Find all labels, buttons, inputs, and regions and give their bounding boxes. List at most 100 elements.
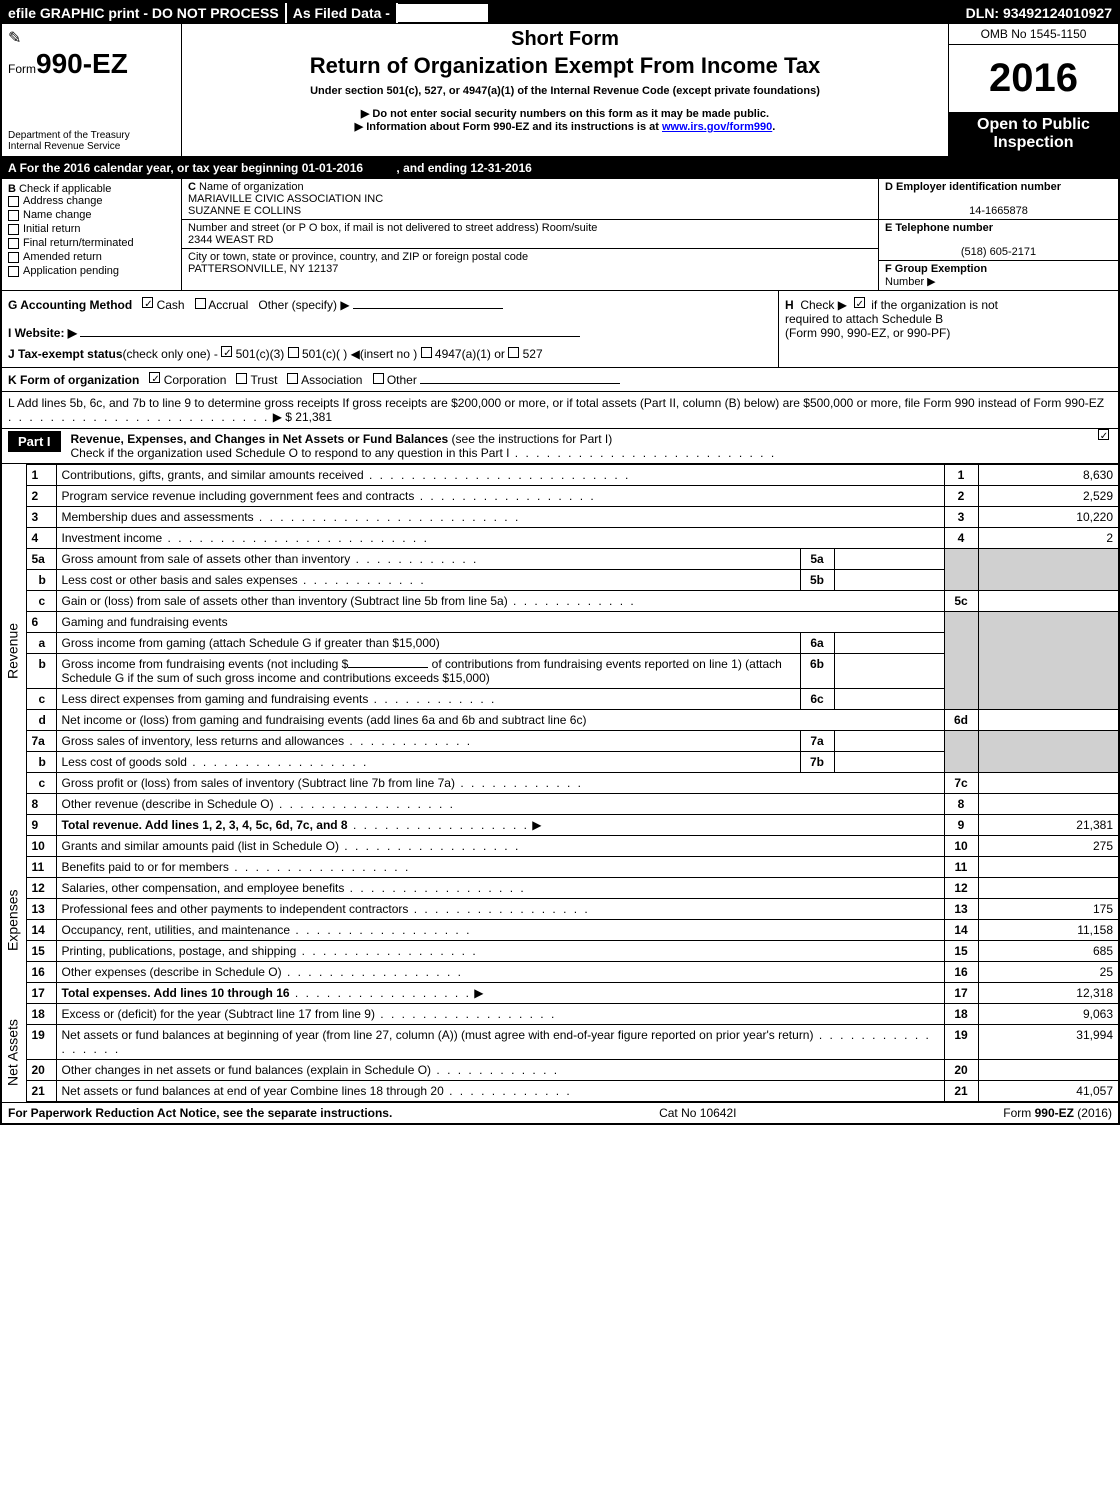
line-6d-value [978,710,1118,731]
part-1-lines-table: Revenue 1 Contributions, gifts, grants, … [2,464,1118,1102]
org-name-cell: C Name of organization MARIAVILLE CIVIC … [182,179,878,220]
org-name-1: MARIAVILLE CIVIC ASSOCIATION INC [188,193,383,205]
website-label: I Website: ▶ [8,326,77,340]
footer-right: Form 990-EZ (2016) [1003,1106,1112,1120]
line-21: 21 Net assets or fund balances at end of… [2,1081,1118,1102]
chk-527[interactable] [508,347,519,358]
line-8-value [978,794,1118,815]
line-5c-value [978,591,1118,612]
header-right: OMB No 1545-1150 2016 Open to Public Ins… [948,24,1118,156]
line-6c: c Less direct expenses from gaming and f… [2,689,1118,710]
line-6b: b Gross income from fundraising events (… [2,654,1118,689]
chk-name-change[interactable]: Name change [8,209,175,221]
line-14-value: 11,158 [978,920,1118,941]
instructions-info: ▶ Information about Form 990-EZ and its … [190,120,940,133]
line-13-value: 175 [978,899,1118,920]
line-15-value: 685 [978,941,1118,962]
col-d-ids: D Employer identification number 14-1665… [878,179,1118,290]
street-address: 2344 WEAST RD [188,234,273,246]
header-left: ✎ Form990-EZ Department of the Treasury … [2,24,182,156]
chk-4947[interactable] [421,347,432,358]
header: ✎ Form990-EZ Department of the Treasury … [2,24,1118,158]
footer-mid: Cat No 10642I [659,1106,736,1120]
part-1-title: Revenue, Expenses, and Changes in Net As… [67,429,1088,463]
line-1: Revenue 1 Contributions, gifts, grants, … [2,465,1118,486]
chk-amended-return[interactable]: Amended return [8,251,175,263]
chk-accrual[interactable] [195,298,206,309]
line-7c-value [978,773,1118,794]
phone-value: (518) 605-2171 [885,246,1112,258]
chk-final-return[interactable]: Final return/terminated [8,237,175,249]
as-filed-label: As Filed Data - [287,3,398,23]
line-1-value: 8,630 [978,465,1118,486]
chk-schedule-b[interactable] [854,297,865,308]
line-10: Expenses 10 Grants and similar amounts p… [2,836,1118,857]
ssn-warning: ▶ Do not enter social security numbers o… [190,107,940,120]
line-7b: b Less cost of goods sold 7b [2,752,1118,773]
dln: DLN: 93492124010927 [960,3,1118,23]
footer: For Paperwork Reduction Act Notice, see … [2,1102,1118,1123]
addr-cell: Number and street (or P O box, if mail i… [182,220,878,249]
org-name-2: SUZANNE E COLLINS [188,205,301,217]
under-section-text: Under section 501(c), 527, or 4947(a)(1)… [190,85,940,97]
line-6a-value [834,633,944,654]
chk-association[interactable] [287,373,298,384]
line-19-value: 31,994 [978,1025,1118,1060]
phone-cell: E Telephone number (518) 605-2171 [879,220,1118,261]
line-8: 8 Other revenue (describe in Schedule O)… [2,794,1118,815]
chk-corporation[interactable] [149,372,160,383]
line-11-value [978,857,1118,878]
ein-cell: D Employer identification number 14-1665… [879,179,1118,220]
chk-address-change[interactable]: Address change [8,195,175,207]
line-5a-value [834,549,944,570]
row-g-h: G Accounting Method Cash Accrual Other (… [2,291,1118,368]
line-18-value: 9,063 [978,1004,1118,1025]
netassets-side-label: Net Assets [2,1004,26,1102]
row-k-org-form: K Form of organization Corporation Trust… [2,368,1118,392]
chk-trust[interactable] [236,373,247,384]
chk-application-pending[interactable]: Application pending [8,265,175,277]
irs-link[interactable]: www.irs.gov/form990 [662,121,772,133]
line-3-value: 10,220 [978,507,1118,528]
line-7a-value [834,731,944,752]
line-20-value [978,1060,1118,1081]
line-7b-value [834,752,944,773]
row-a-tax-year: A For the 2016 calendar year, or tax yea… [2,158,1118,179]
chk-schedule-o[interactable] [1098,429,1109,440]
line-17-value: 12,318 [978,983,1118,1004]
chk-cash[interactable] [142,297,153,308]
chk-initial-return[interactable]: Initial return [8,223,175,235]
line-4: 4 Investment income 4 2 [2,528,1118,549]
as-filed-value [398,4,488,22]
omb-number: OMB No 1545-1150 [949,24,1118,45]
tax-year: 2016 [949,45,1118,112]
line-2: 2 Program service revenue including gove… [2,486,1118,507]
line-5c: c Gain or (loss) from sale of assets oth… [2,591,1118,612]
part-1-header: Part I Revenue, Expenses, and Changes in… [2,429,1118,464]
chk-501c3[interactable] [221,346,232,357]
line-13: 13 Professional fees and other payments … [2,899,1118,920]
line-21-value: 41,057 [978,1081,1118,1102]
chk-501c[interactable] [288,347,299,358]
line-7a: 7a Gross sales of inventory, less return… [2,731,1118,752]
line-14: 14 Occupancy, rent, utilities, and maint… [2,920,1118,941]
city-state-zip: PATTERSONVILLE, NY 12137 [188,263,338,275]
top-bar: efile GRAPHIC print - DO NOT PROCESS As … [2,2,1118,24]
line-6a: a Gross income from gaming (attach Sched… [2,633,1118,654]
row-l-gross-receipts: L Add lines 5b, 6c, and 7b to line 9 to … [2,392,1118,429]
city-cell: City or town, state or province, country… [182,249,878,277]
info-block: B Check if applicable Address change Nam… [2,179,1118,291]
line-12-value [978,878,1118,899]
line-5b-value [834,570,944,591]
line-2-value: 2,529 [978,486,1118,507]
col-c-org-info: C Name of organization MARIAVILLE CIVIC … [182,179,878,290]
chk-other-org[interactable] [373,373,384,384]
header-mid: Short Form Return of Organization Exempt… [182,24,948,156]
h-schedule-b: H Check ▶ if the organization is not req… [778,291,1118,367]
line-16-value: 25 [978,962,1118,983]
efile-label: efile GRAPHIC print - DO NOT PROCESS [2,3,287,23]
efile-icon: ✎ [8,28,175,48]
line-6d: d Net income or (loss) from gaming and f… [2,710,1118,731]
line-15: 15 Printing, publications, postage, and … [2,941,1118,962]
line-11: 11 Benefits paid to or for members 11 [2,857,1118,878]
